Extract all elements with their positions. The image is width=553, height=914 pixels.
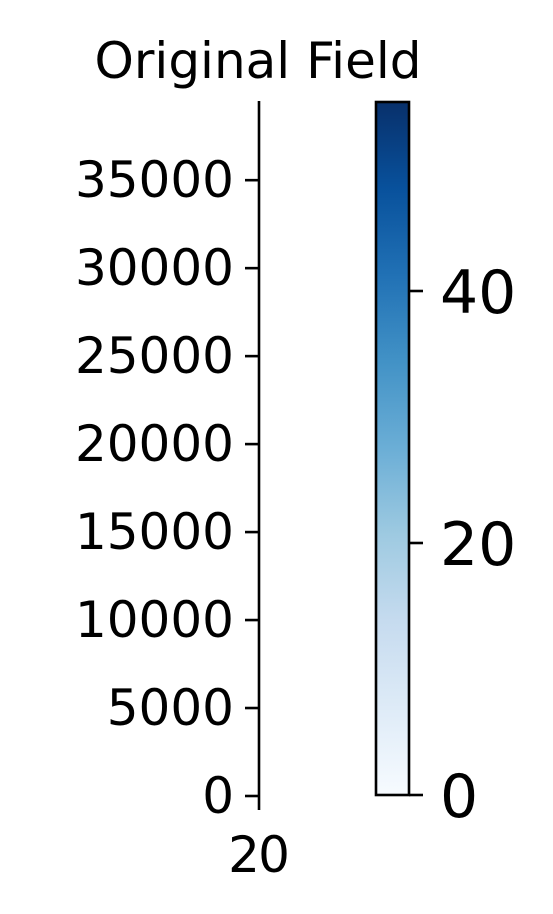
colorbar: 0 20 40: [374, 100, 516, 832]
colorbar-tick-label: 0: [440, 762, 478, 832]
x-tick-label: 2: [228, 826, 260, 884]
y-tick-label: 25000: [75, 327, 234, 385]
chart-title: Original Field: [95, 32, 422, 90]
y-axis-ticks: 0 5000 10000 15000 20000 25000 30000 35000: [75, 151, 259, 825]
y-tick-label: 15000: [75, 503, 234, 561]
colorbar-tick-label: 20: [440, 510, 516, 580]
y-tick-label: 30000: [75, 239, 234, 297]
colorbar-outline: [374, 100, 411, 797]
y-tick-label: 5000: [107, 679, 234, 737]
colorbar-gradient: [376, 102, 409, 795]
x-axis-ticks: 20: [228, 796, 290, 884]
y-tick-label: 10000: [75, 591, 234, 649]
y-tick-label: 20000: [75, 415, 234, 473]
colorbar-ticks: 0 20 40: [409, 258, 516, 832]
x-tick-label: 0: [258, 826, 290, 884]
y-tick-label: 35000: [75, 151, 234, 209]
main-axes: 0 5000 10000 15000 20000 25000 30000 35000 20: [75, 101, 290, 884]
colorbar-tick-label: 40: [440, 258, 516, 328]
y-tick-label: 0: [202, 767, 234, 825]
